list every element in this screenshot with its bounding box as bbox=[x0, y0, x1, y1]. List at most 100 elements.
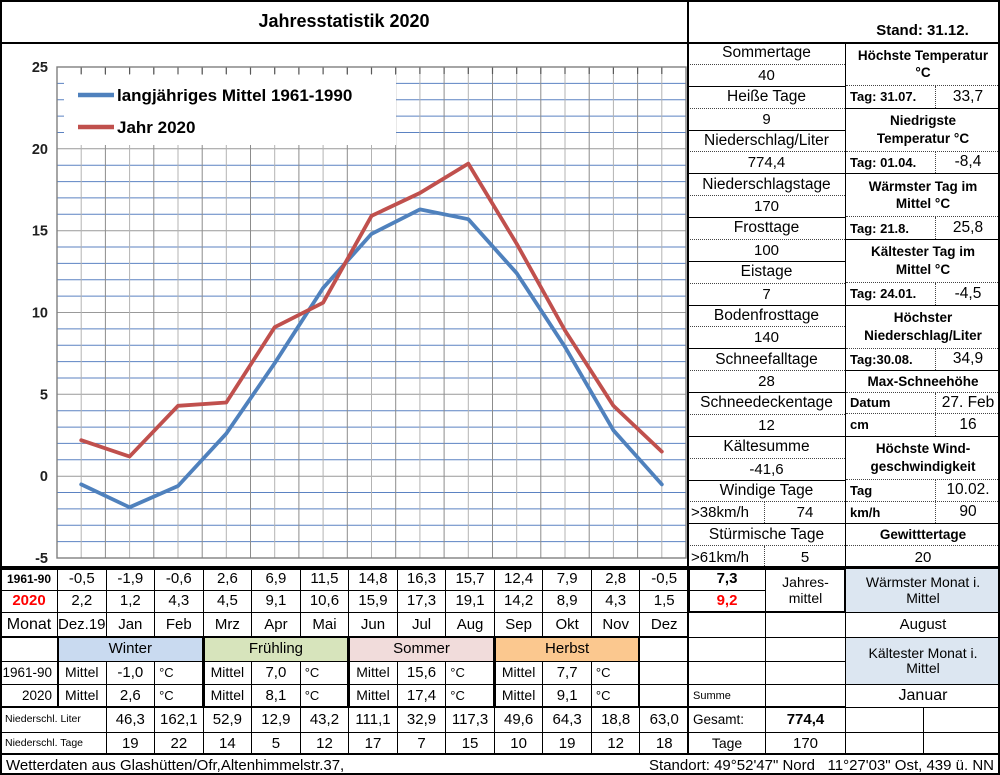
divider-precip bbox=[0, 706, 846, 708]
gesamt-label: Gesamt: bbox=[688, 707, 766, 733]
detail-row-label: Tag:30.08. bbox=[846, 348, 936, 371]
empty-cell bbox=[765, 612, 846, 638]
detail-header-line: Kältester Tag im bbox=[870, 244, 976, 260]
season-unit-2020: °C bbox=[445, 684, 495, 708]
top-gap-cell bbox=[688, 0, 845, 42]
legend-label-langj-hriges-mittel-1961-1990: langjähriges Mittel 1961-1990 bbox=[117, 86, 352, 105]
temp-2020-sep: 14,2 bbox=[493, 590, 544, 613]
footer: Wetterdaten aus Glashütten/Ofr,Altenhimm… bbox=[0, 753, 1000, 775]
stat-label-k-ltesumme: Kältesumme bbox=[688, 437, 845, 459]
y-axis-label: 20 bbox=[32, 142, 48, 158]
precip-liter-okt: 64,3 bbox=[542, 707, 592, 733]
stat-value-row-bodenfrosttage: 140 bbox=[753, 329, 780, 347]
detail-row-label: Datum bbox=[846, 392, 936, 414]
detail-row: Tag: 01.04. -8,4 bbox=[846, 151, 1000, 174]
detail-row-label: km/h bbox=[846, 501, 936, 524]
detail-group-h-chster-niederschlag-liter: Höchster Niederschlag/Liter Tag:30.08. 34,9 bbox=[846, 305, 1000, 372]
detail-header-h-chste-temperatur-c: Höchste Temperatur °C bbox=[846, 43, 1000, 87]
season-mean-1961-winter: -1,0 bbox=[105, 661, 156, 685]
stat-label-schneedeckentage: Schneedeckentage bbox=[688, 393, 845, 415]
season-mittel-1961: Mittel bbox=[57, 661, 107, 685]
stat-value-row-st-rmische-tage: >61km/h 5 bbox=[688, 546, 845, 568]
detail-row-value: 25,8 bbox=[952, 219, 984, 237]
detail-header-line: °C bbox=[915, 65, 931, 81]
stat-group-schneedeckentage: Schneedeckentage 12 bbox=[688, 393, 845, 437]
temp-1961-dez-19: -0,5 bbox=[57, 568, 107, 591]
details-column: Höchste Temperatur °C Tag: 31.07. 33,7 Niedr… bbox=[845, 43, 1000, 568]
detail-row-value: 33,7 bbox=[952, 87, 984, 105]
detail-row: Tag 10.02. bbox=[846, 480, 1000, 502]
season-mean-dez-empty bbox=[639, 661, 689, 685]
detail-row-value: 16 bbox=[959, 415, 977, 433]
detail-row: Datum 27. Feb bbox=[846, 392, 1000, 415]
stat-value-row-hei-e-tage: 9 bbox=[762, 110, 771, 128]
empty-cell bbox=[688, 637, 766, 662]
annual-mean-2020: 9,2 bbox=[688, 590, 766, 613]
month-header-jun: Jun bbox=[348, 612, 398, 638]
season-mean-2020-fr-hling: 8,1 bbox=[251, 684, 301, 708]
season-mittel-1961: Mittel bbox=[493, 661, 544, 685]
stat-value-row-schneefalltage: 28 bbox=[758, 373, 775, 391]
temp-2020-okt: 8,9 bbox=[542, 590, 592, 613]
precip-liter-jun: 111,1 bbox=[348, 707, 398, 733]
monthly-table: 1961-90 -0,5 -1,9 -0,6 2,6 6,9 11,5 14,8 16,3 15,… bbox=[0, 568, 1000, 756]
detail-row: Tag: 31.07. 33,7 bbox=[846, 86, 1000, 108]
season-mittel-2020: Mittel bbox=[202, 684, 253, 708]
stat-value-row-schneedeckentage: 12 bbox=[758, 416, 775, 434]
row-label-2020: 2020 bbox=[0, 590, 58, 613]
stat-value-row-windige-tage: >38km/h 74 bbox=[688, 502, 845, 524]
precip-liter-apr: 12,9 bbox=[251, 707, 301, 733]
season-mittel-2020: Mittel bbox=[493, 684, 544, 708]
stat-label-hei-e-tage: Heiße Tage bbox=[688, 87, 845, 109]
stat-label-schneefalltage: Schneefalltage bbox=[688, 349, 845, 372]
detail-row: Tag: 21.8. 25,8 bbox=[846, 217, 1000, 239]
series-line-langj-hriges-mittel-1961-1990 bbox=[79, 207, 664, 510]
season-mean-2020-sommer: 17,4 bbox=[396, 684, 447, 708]
summe-label: Summe bbox=[688, 684, 766, 708]
temp-2020-jan: 1,2 bbox=[105, 590, 156, 613]
detail-row: km/h 90 bbox=[846, 501, 1000, 524]
stat-value-row-niederschlagstage: 170 bbox=[753, 198, 780, 216]
detail-value-center: 20 bbox=[914, 548, 932, 566]
detail-header-line: Gewitttertage bbox=[879, 526, 967, 542]
temp-1961-nov: 2,8 bbox=[590, 568, 641, 591]
y-axis-label: 0 bbox=[40, 469, 48, 485]
stat-group-sommertage: Sommertage 40 bbox=[688, 43, 845, 87]
precip-tage-jul: 7 bbox=[396, 732, 447, 756]
detail-header-line: Temperatur °C bbox=[876, 130, 970, 146]
row-label-1961-90: 1961-90 bbox=[0, 568, 58, 591]
stat-threshold-windige-tage: >38km/h bbox=[688, 502, 765, 524]
season-unit-1961: °C bbox=[299, 661, 350, 685]
precip-liter-mrz: 52,9 bbox=[202, 707, 253, 733]
y-axis-label: 15 bbox=[32, 224, 48, 240]
detail-group-k-ltester-tag-im-mittel-c: Kältester Tag im Mittel °C Tag: 24.01. -4,5 bbox=[846, 239, 1000, 306]
detail-row-value: -8,4 bbox=[954, 153, 982, 171]
legend-label-jahr-2020: Jahr 2020 bbox=[117, 118, 195, 137]
month-header-jan: Jan bbox=[105, 612, 156, 638]
season-mean-dez-empty bbox=[639, 684, 689, 708]
empty-cell bbox=[688, 612, 766, 638]
detail-group-h-chste-temperatur-c: Höchste Temperatur °C Tag: 31.07. 33,7 bbox=[846, 43, 1000, 109]
stat-value-windige-tage: 74 bbox=[796, 504, 814, 522]
temperature-chart-svg: 25 20 15 10 5 0 -5 langjähriges Mittel 1961-199… bbox=[32, 60, 687, 567]
precip-liter-sep: 49,6 bbox=[493, 707, 544, 733]
temp-1961-jan: -1,9 bbox=[105, 568, 156, 591]
detail-row-value: 90 bbox=[959, 503, 977, 521]
empty-cell bbox=[922, 707, 1000, 733]
empty-cell bbox=[765, 684, 846, 708]
detail-header-h-chster-niederschlag-liter: Höchster Niederschlag/Liter bbox=[846, 306, 1000, 349]
warmest-month-label: Wärmster Monat i. Mittel bbox=[845, 568, 1000, 613]
series-line-jahr-2020 bbox=[79, 161, 664, 459]
stat-label-niederschlagstage: Niederschlagstage bbox=[688, 174, 845, 197]
season-mittel-2020: Mittel bbox=[57, 684, 107, 708]
detail-row: Tag: 24.01. -4,5 bbox=[846, 282, 1000, 305]
footer-station-text: Wetterdaten aus Glashütten/Ofr,Altenhimm… bbox=[6, 756, 345, 774]
stat-value-row-niederschlag-liter: 774,4 bbox=[747, 154, 786, 172]
season-unit-1961: °C bbox=[590, 661, 641, 685]
annual-mean-caption-line: Jahres- bbox=[782, 574, 829, 591]
season-mean-1961-herbst: 7,7 bbox=[542, 661, 592, 685]
temp-1961-dez: -0,5 bbox=[639, 568, 689, 591]
stat-group-windige-tage: Windige Tage >38km/h 74 bbox=[688, 480, 845, 525]
month-header-feb: Feb bbox=[154, 612, 204, 638]
detail-header-max-schneeh-he: Max-Schneehöhe bbox=[846, 371, 1000, 393]
